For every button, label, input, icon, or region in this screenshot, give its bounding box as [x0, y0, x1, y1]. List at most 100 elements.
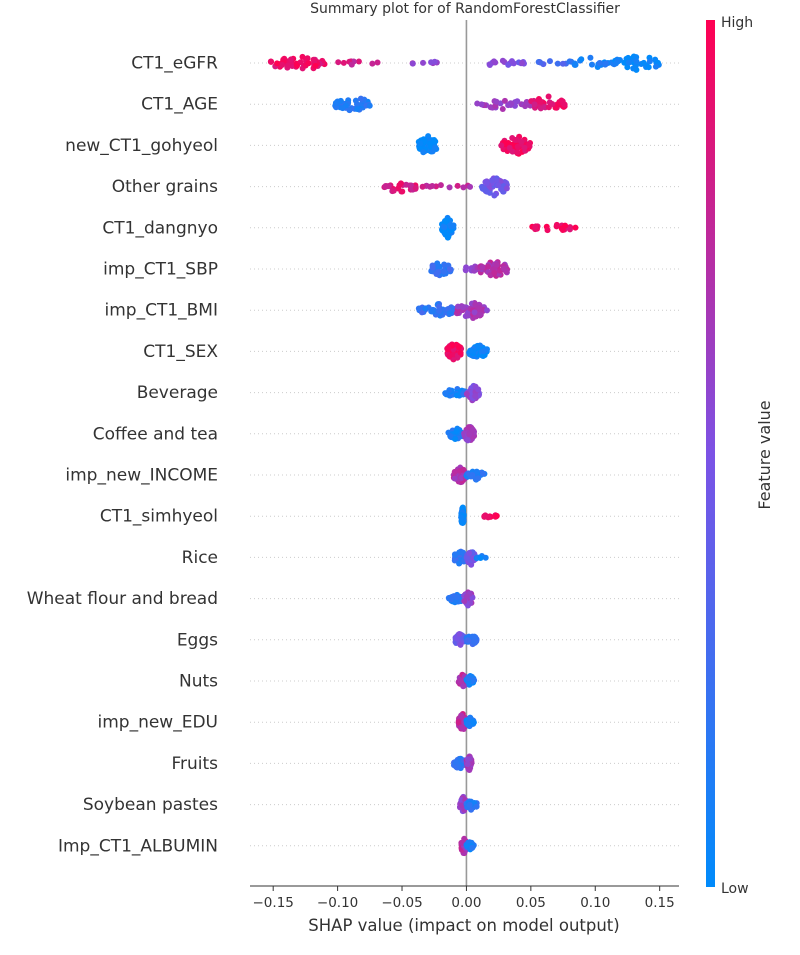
- shap-point: [455, 719, 462, 726]
- shap-point: [339, 105, 346, 112]
- shap-point: [433, 270, 440, 277]
- feature-label: imp_new_EDU: [98, 713, 219, 733]
- shap-point: [469, 844, 476, 851]
- feature-label: Beverage: [137, 383, 218, 403]
- shap-point: [449, 222, 456, 229]
- shap-point: [588, 61, 595, 68]
- feature-labels: CT1_eGFR CT1_AGE new_CT1_gohyeol Other grai…: [27, 54, 219, 857]
- shap-point: [566, 226, 573, 233]
- shap-point: [475, 386, 482, 393]
- shap-point: [446, 266, 453, 273]
- shap-point: [482, 554, 489, 561]
- shap-point: [464, 721, 471, 728]
- shap-point: [287, 56, 294, 63]
- shap-point: [464, 756, 471, 763]
- x-tick-label: −0.10: [317, 895, 358, 911]
- shap-point: [514, 98, 521, 105]
- shap-point: [483, 188, 490, 195]
- shap-point: [503, 268, 510, 275]
- shap-point: [451, 468, 458, 475]
- shap-point: [432, 144, 439, 151]
- colorbar-low-label: Low: [721, 881, 749, 897]
- shap-point: [446, 310, 453, 317]
- shap-point: [355, 58, 362, 65]
- shap-point: [493, 512, 500, 519]
- shap-point: [463, 554, 470, 561]
- shap-point: [420, 149, 427, 156]
- shap-point: [427, 183, 434, 190]
- shap-point: [549, 101, 556, 107]
- shap-point: [478, 101, 485, 108]
- shap-point: [566, 58, 573, 65]
- shap-point: [348, 61, 355, 68]
- shap-point: [457, 349, 464, 356]
- shap-point: [412, 184, 419, 191]
- shap-point: [382, 183, 389, 190]
- shap-point: [466, 801, 473, 808]
- shap-point: [366, 102, 373, 109]
- shap-point: [403, 181, 410, 188]
- shap-point: [596, 59, 603, 66]
- shap-point: [312, 62, 319, 69]
- shap-point: [464, 637, 471, 644]
- shap-point: [357, 95, 364, 102]
- shap-point: [299, 53, 306, 60]
- shap-point: [390, 187, 397, 194]
- shap-point: [493, 98, 500, 105]
- x-tick-label: 0.10: [580, 895, 610, 911]
- shap-point: [493, 261, 500, 268]
- x-tick-label: 0.05: [516, 895, 546, 911]
- shap-point: [602, 61, 609, 68]
- shap-point: [466, 549, 473, 556]
- shap-point: [476, 311, 483, 318]
- shap-point: [519, 60, 526, 67]
- shap-point: [340, 59, 347, 66]
- shap-point: [587, 54, 594, 61]
- shap-point: [459, 724, 466, 731]
- shap-point: [480, 348, 487, 355]
- feature-label: CT1_eGFR: [131, 54, 218, 74]
- shap-point: [498, 142, 505, 149]
- shap-point: [446, 353, 453, 360]
- feature-label: CT1_SEX: [143, 342, 218, 362]
- shap-point: [337, 97, 344, 104]
- feature-label: imp_new_INCOME: [65, 466, 218, 486]
- shap-point: [476, 305, 483, 312]
- feature-label: Coffee and tea: [93, 424, 218, 444]
- feature-label: Eggs: [177, 630, 218, 650]
- shap-point: [544, 227, 551, 234]
- shap-point: [466, 431, 473, 438]
- x-tick-label: 0.00: [451, 895, 481, 911]
- feature-label: Rice: [182, 548, 218, 568]
- shap-point: [335, 59, 342, 66]
- shap-point: [546, 58, 553, 65]
- feature-label: imp_CT1_SBP: [103, 260, 218, 280]
- shap-point: [470, 639, 477, 645]
- shap-point: [353, 101, 360, 108]
- shap-point: [473, 468, 480, 475]
- feature-label: CT1_AGE: [141, 95, 218, 115]
- shap-point: [304, 55, 311, 62]
- shap-point: [477, 554, 484, 561]
- feature-label: Imp_CT1_ALBUMIN: [58, 836, 218, 856]
- shap-point: [461, 598, 468, 605]
- shap-point: [505, 61, 512, 68]
- feature-label: new_CT1_gohyeol: [65, 136, 218, 156]
- shap-point: [445, 344, 452, 351]
- shap-point: [473, 803, 480, 810]
- shap-point: [559, 60, 566, 67]
- shap-point: [354, 105, 361, 112]
- shap-point: [483, 307, 490, 314]
- shap-point: [284, 62, 291, 69]
- shap-point: [485, 514, 492, 521]
- shap-point: [625, 59, 632, 66]
- shap-point: [554, 60, 561, 67]
- shap-point: [457, 641, 464, 648]
- shap-point: [429, 262, 436, 269]
- shap-point: [501, 97, 508, 104]
- shap-point: [442, 218, 449, 225]
- shap-point: [409, 60, 416, 67]
- shap-point: [645, 64, 652, 71]
